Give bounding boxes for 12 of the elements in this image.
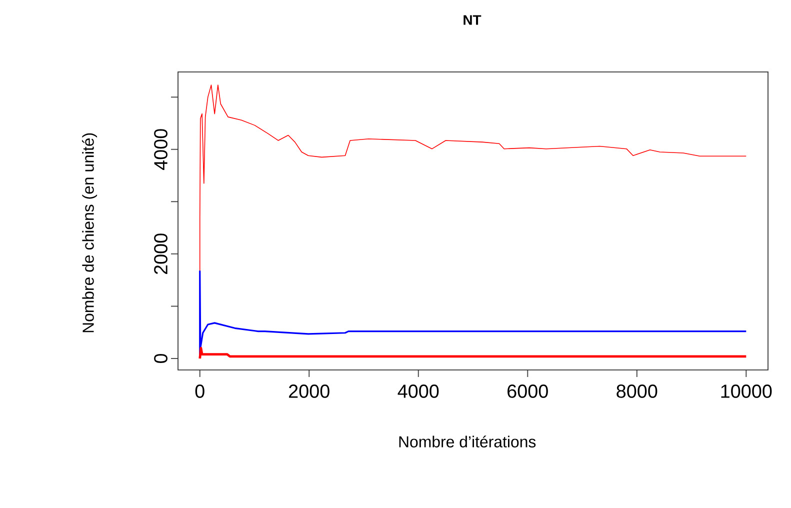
y-tick-label: 0 <box>154 354 168 364</box>
x-tick-label: 2000 <box>289 384 330 398</box>
x-tick-label: 8000 <box>616 384 658 398</box>
x-tick-label: 10000 <box>721 384 772 398</box>
x-tick-label: 0 <box>195 384 204 398</box>
y-tick-label: 4000 <box>154 129 168 170</box>
y-axis-title: Nombre de chiens (en unité) <box>82 133 98 332</box>
chart-title: NT <box>464 15 482 25</box>
x-axis-title: Nombre d’itérations <box>399 436 536 448</box>
y-tick-label: 2000 <box>154 234 168 274</box>
x-tick-label: 4000 <box>398 384 439 398</box>
x-tick-label: 6000 <box>508 384 548 398</box>
